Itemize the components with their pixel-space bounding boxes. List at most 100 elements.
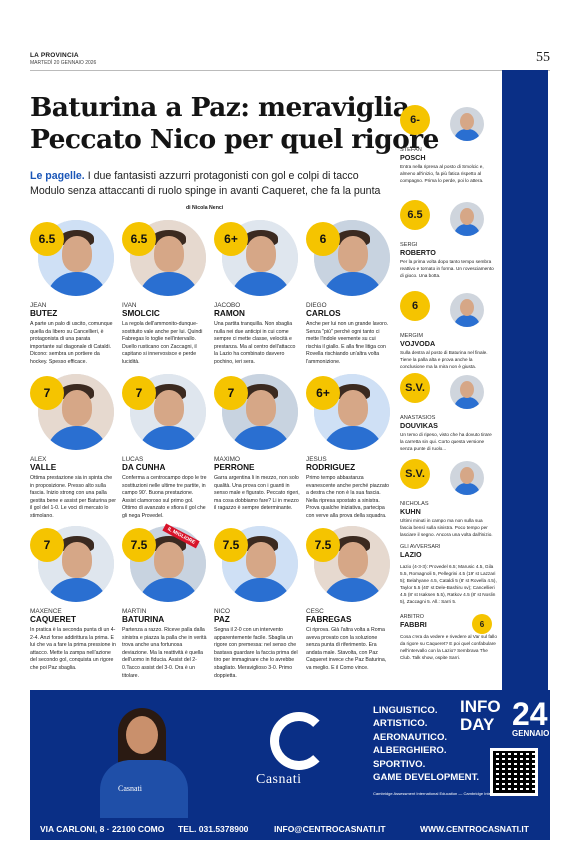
player-review: Anche per lui non un grande lavoro. Senz…: [306, 321, 389, 365]
day-word: DAY: [460, 715, 495, 734]
referee-grade-badge: 6: [472, 614, 492, 634]
headline: Baturina a Paz: meraviglia Peccato Nico …: [30, 92, 439, 156]
player-photo: [38, 374, 114, 450]
advertisement[interactable]: Casnati Casnati LINGUISTICO. ARTISTICO. …: [30, 690, 550, 818]
player-last-name: DOUVIKAS: [400, 421, 438, 430]
player-review: Entra nella ripresa al posto di Smolcic …: [400, 164, 484, 183]
casnati-logo: Casnati: [256, 712, 340, 787]
player-first-name: DIEGO: [306, 302, 327, 309]
player-first-name: CESC: [306, 608, 324, 615]
ad-email[interactable]: INFO@CENTROCASNATI.IT: [274, 824, 386, 834]
player-photo: [314, 220, 390, 296]
grade-badge: 6.5: [122, 222, 156, 256]
ad-footer: VIA CARLONI, 8 · 22100 COMO TEL. 031.537…: [30, 818, 550, 840]
referee-box: ARBITRO FABBRI 6 Cosa c'era da vedere e …: [400, 614, 500, 661]
side-blue-band: [502, 70, 548, 690]
player-first-name: NICHOLAS: [400, 501, 429, 507]
player-last-name: CARLOS: [306, 309, 341, 318]
masthead-rule: [30, 70, 550, 71]
player-review: Sulla destra al posto di Baturina nel fi…: [400, 350, 488, 369]
player-photo: [222, 374, 298, 450]
page-number: 55: [536, 50, 550, 65]
player-review: Un temo di ripeso, visto che ha dovuto t…: [400, 432, 492, 451]
player-last-name: VOJVODA: [400, 339, 436, 348]
opponents-team: LAZIO: [400, 550, 422, 559]
player-first-name: MARTIN: [122, 608, 147, 615]
player-first-name: MAXIMO: [214, 456, 240, 463]
player-last-name: SMOLCIC: [122, 309, 160, 318]
ad-course: LINGUISTICO.: [373, 705, 438, 716]
grade-badge: 6.5: [400, 200, 430, 230]
qr-code-icon[interactable]: [490, 748, 538, 796]
player-review: La regola dell'ammonito-dunque-sostituit…: [122, 321, 203, 365]
deck: Le pagelle. I due fantasisti azzurri pro…: [30, 169, 395, 199]
player-first-name: ANASTASIOS: [400, 415, 436, 421]
grade-badge: 7: [122, 376, 156, 410]
player-first-name: STEFAN: [400, 147, 422, 153]
grade-badge: S.V.: [400, 459, 430, 489]
player-review: Ottima prestazione sia in spinta che in …: [30, 475, 116, 519]
player-last-name: DA CUNHA: [122, 463, 166, 472]
player-review: Primo tempo abbastanza evanescente anche…: [306, 475, 390, 519]
player-photo: [222, 220, 298, 296]
grade-badge: S.V.: [400, 373, 430, 403]
headline-line-2: Peccato Nico per quel rigore: [30, 124, 439, 155]
player-last-name: VALLE: [30, 463, 57, 472]
ad-course: ALBERGHIERO.: [373, 745, 447, 757]
player-review: Ultimi minuti in campo ma non sulla sua …: [400, 518, 493, 537]
ad-course: AERONAUTICO.: [373, 731, 448, 743]
grade-badge: 6-: [400, 105, 430, 135]
ad-course: GAME DEVELOPMENT.: [373, 772, 480, 784]
player-last-name: ROBERTO: [400, 248, 436, 257]
ad-website[interactable]: WWW.CENTROCASNATI.IT: [420, 824, 529, 834]
player-review: Garra argentina li in mezzo, non solo qu…: [214, 475, 300, 512]
substitutes-column: 6- STEFAN POSCH Entra nella ripresa al post…: [400, 105, 500, 650]
player-review: Segna il 2-0 con un intervento apparente…: [214, 627, 298, 679]
issue-date: MARTEDÌ 20 GENNAIO 2026: [30, 60, 97, 66]
player-last-name: FABREGAS: [306, 615, 352, 624]
player-review: Partenza a razzo. Riceve palla dalla sin…: [122, 627, 207, 679]
player-first-name: JEAN: [30, 302, 47, 309]
player-review: Per la prima volta dopo tanto tempo semb…: [400, 259, 494, 278]
player-first-name: SERGI: [400, 242, 418, 248]
substitute-photo: [450, 107, 484, 141]
player-last-name: CAQUERET: [30, 615, 76, 624]
substitute-photo: [450, 202, 484, 236]
byline: di Nicola Nenci: [186, 205, 224, 211]
player-review: In pratica è la seconda punta di un 4-2-…: [30, 627, 116, 671]
opponents-box: GLI AVVERSARI LAZIO Lazio (4-3-3): Prove…: [400, 544, 500, 605]
ad-phone[interactable]: TEL. 031.5378900: [178, 824, 249, 834]
player-review: Conferma a centrocampo dopo le tre sosti…: [122, 475, 207, 519]
grade-badge: 6: [306, 222, 340, 256]
grade-badge: 7.5: [306, 528, 340, 562]
ad-address: VIA CARLONI, 8 · 22100 COMO: [40, 824, 165, 834]
deck-text: I due fantasisti azzurri protagonisti co…: [30, 170, 381, 197]
player-first-name: MERGIM: [400, 333, 423, 339]
player-last-name: RODRIGUEZ: [306, 463, 356, 472]
player-first-name: ALEX: [30, 456, 47, 463]
ad-course: SPORTIVO.: [373, 758, 426, 770]
ad-course: ARTISTICO.: [373, 718, 428, 730]
player-last-name: BUTEZ: [30, 309, 58, 318]
grade-badge: 7.5: [122, 528, 156, 562]
player-last-name: POSCH: [400, 153, 426, 162]
referee-name: FABBRI: [400, 620, 427, 629]
player-first-name: LUCAS: [122, 456, 144, 463]
player-last-name: PAZ: [214, 615, 230, 624]
grade-badge: 7.5: [214, 528, 248, 562]
substitute-photo: [450, 375, 484, 409]
casnati-c-icon: [270, 712, 328, 770]
grade-badge: 6.5: [30, 222, 64, 256]
player-first-name: JESUS: [306, 456, 327, 463]
player-first-name: JACOBO: [214, 302, 241, 309]
info-word: INFO: [460, 697, 501, 716]
grade-badge: 6+: [214, 222, 248, 256]
grade-badge: 6+: [306, 376, 340, 410]
player-first-name: MAXENCE: [30, 608, 62, 615]
grade-badge: 7: [30, 376, 64, 410]
grade-badge: 7: [214, 376, 248, 410]
grade-badge: 7: [30, 528, 64, 562]
info-day-number: 24: [512, 696, 548, 732]
player-last-name: KUHN: [400, 507, 421, 516]
player-last-name: BATURINA: [122, 615, 165, 624]
